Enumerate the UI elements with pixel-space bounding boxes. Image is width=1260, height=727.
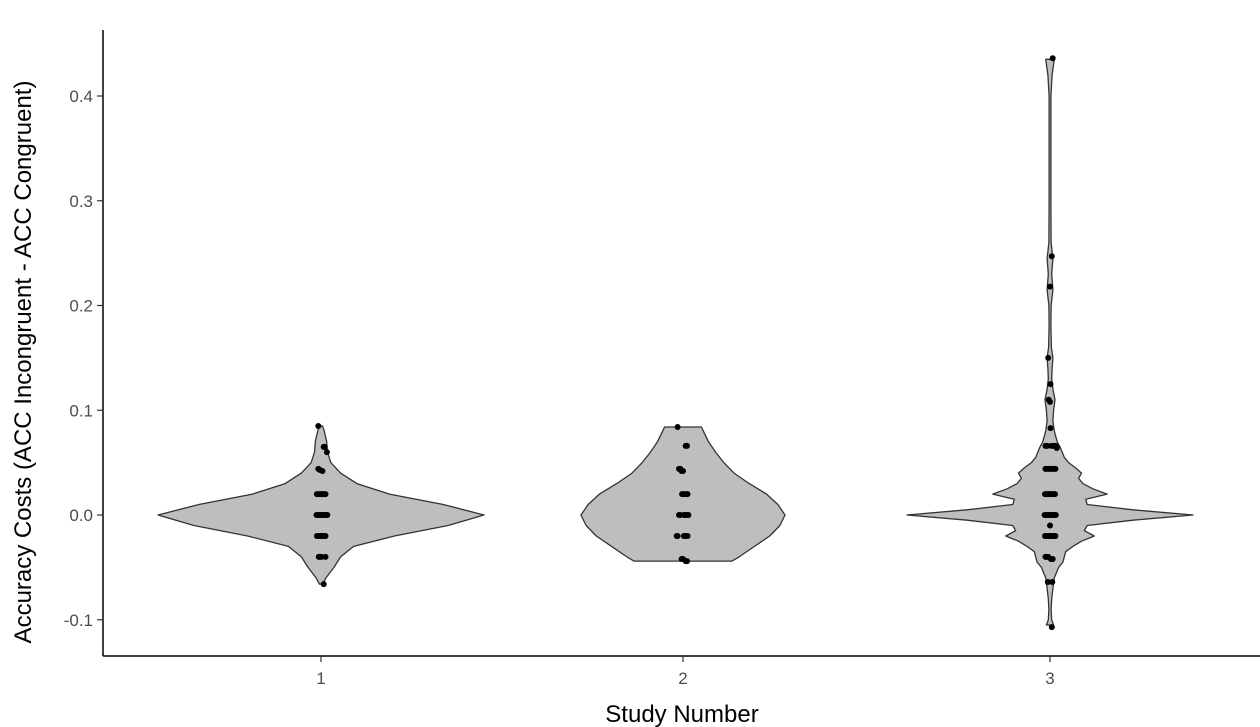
y-tick-label: 0.0 <box>69 506 93 525</box>
data-point-study-1 <box>322 491 329 498</box>
y-tick-label: 0.1 <box>69 401 93 420</box>
data-point-study-2 <box>680 468 686 474</box>
data-point-study-1 <box>322 553 329 560</box>
data-point-study-2 <box>684 442 690 449</box>
points-layer <box>313 55 1060 631</box>
x-tick-label: 1 <box>316 669 325 688</box>
data-point-study-3 <box>1052 533 1059 539</box>
data-point-study-1 <box>319 468 326 474</box>
data-point-study-3 <box>1049 579 1056 585</box>
x-ticks: 1 2 3 <box>316 656 1055 688</box>
data-point-study-3 <box>1047 522 1053 529</box>
data-point-study-1 <box>322 533 329 539</box>
y-tick-label: 0.3 <box>69 192 93 211</box>
x-tick-label: 3 <box>1045 669 1054 688</box>
data-point-study-1 <box>324 512 331 518</box>
y-ticks: -0.1 0.0 0.1 0.2 0.3 0.4 <box>64 87 103 630</box>
data-point-study-1 <box>323 449 330 456</box>
data-point-study-1 <box>321 443 328 450</box>
data-point-study-1 <box>318 553 325 560</box>
data-point-study-2 <box>684 558 690 565</box>
y-tick-label: 0.2 <box>69 297 93 316</box>
data-point-study-2 <box>685 512 692 518</box>
data-point-study-3 <box>1048 253 1055 260</box>
data-point-study-3 <box>1052 491 1058 498</box>
data-point-study-3 <box>1052 465 1059 472</box>
data-point-study-3 <box>1048 624 1055 631</box>
data-point-study-3 <box>1047 283 1053 290</box>
y-axis-title: Accuracy Costs (ACC Incongruent - ACC Co… <box>10 81 37 644</box>
data-point-study-3 <box>1045 354 1052 361</box>
violin-study-3 <box>906 58 1194 626</box>
data-point-study-2 <box>674 424 681 430</box>
data-point-study-1 <box>320 581 327 588</box>
data-point-study-3 <box>1049 556 1056 562</box>
x-axis-title: Study Number <box>605 701 758 727</box>
data-point-study-3 <box>1047 425 1054 432</box>
data-point-study-2 <box>684 491 691 498</box>
data-point-study-2 <box>674 533 681 539</box>
data-point-study-1 <box>315 423 322 429</box>
data-point-study-3 <box>1053 445 1060 451</box>
data-point-study-3 <box>1044 579 1051 585</box>
data-point-study-3 <box>1047 381 1054 388</box>
x-tick-label: 2 <box>678 669 687 688</box>
data-point-study-3 <box>1047 398 1053 405</box>
y-tick-label: -0.1 <box>64 611 93 630</box>
data-point-study-3 <box>1052 512 1059 518</box>
data-point-study-2 <box>684 533 691 539</box>
y-tick-label: 0.4 <box>69 87 93 106</box>
violin-study-1 <box>157 425 485 585</box>
data-point-study-3 <box>1049 55 1056 62</box>
violins-layer <box>157 58 1194 626</box>
